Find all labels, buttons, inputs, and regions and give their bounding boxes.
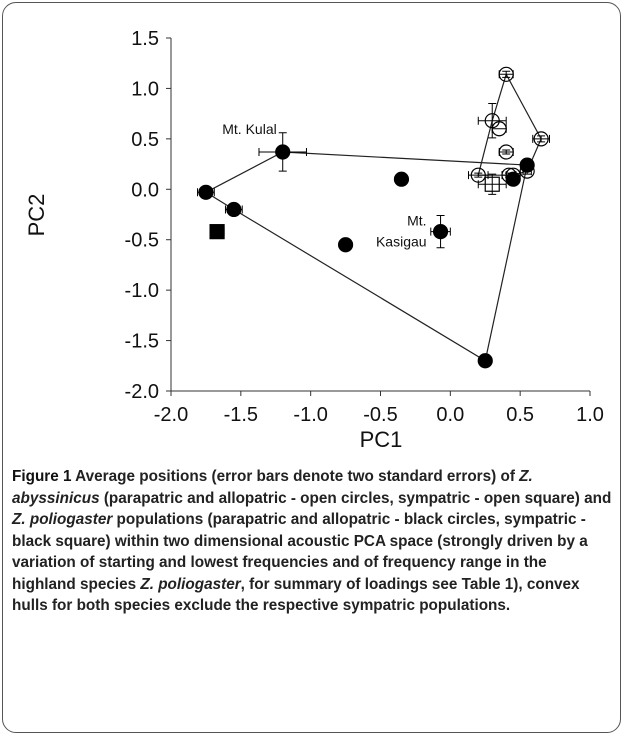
marker-circle — [498, 66, 514, 82]
figure-frame — [2, 2, 621, 733]
annotation: Kasigau — [376, 234, 427, 250]
caption-text: (parapatric and allopatric - open circle… — [99, 489, 612, 507]
caption-text: , for summary of loadings see Table 1), … — [12, 575, 580, 615]
y-tick-label: -0.5 — [125, 230, 159, 252]
y-axis-title: PC2 — [24, 194, 49, 237]
marker-circle — [491, 121, 507, 137]
y-tick-label: 0.0 — [131, 179, 159, 201]
y-tick-label: -2.0 — [125, 381, 159, 403]
marker-circle — [226, 201, 242, 218]
x-tick-label: 1.0 — [576, 404, 604, 426]
caption-text: Average positions (error bars denote two… — [71, 468, 520, 485]
x-tick-label: 0.5 — [506, 404, 534, 426]
marker-circle — [432, 224, 449, 240]
x-error-bar — [491, 124, 507, 133]
marker-circle — [505, 171, 521, 187]
y-tick-label: 1.5 — [131, 28, 159, 50]
chart: PC1 PC2 -2.0 -1.5 -1.0 -0.5 0.0 0.5 1.0 1.5 -2.0… — [24, 28, 604, 452]
annotation: Mt. — [407, 213, 426, 229]
caption-text: populations (parapatric and allopatric -… — [12, 511, 588, 593]
marker-circle — [393, 171, 410, 187]
marker-circle — [498, 144, 514, 160]
x-tick-label: -1.0 — [293, 404, 327, 426]
marker-circle — [198, 184, 214, 200]
marker-circle — [337, 237, 354, 253]
caption-text: Figure 1 — [12, 468, 72, 485]
x-axis-title: PC1 — [360, 427, 403, 452]
y-tick-label: 0.5 — [131, 129, 159, 151]
x-tick-label: -2.0 — [154, 404, 188, 426]
x-tick-label: -0.5 — [363, 404, 397, 426]
y-tick-label: -1.0 — [125, 280, 159, 302]
marker-square — [209, 224, 225, 240]
y-error-bar — [474, 172, 483, 178]
caption-text: Z. abyssinicus — [12, 468, 533, 507]
figure-caption: Figure 1 Average positions (error bars d… — [12, 466, 614, 617]
caption-text: Z. poliogaster — [140, 575, 241, 593]
y-error-bar — [537, 135, 546, 143]
y-tick-label: 1.0 — [131, 78, 159, 100]
x-tick-label: -1.5 — [224, 404, 258, 426]
caption-text: Z. poliogaster — [12, 511, 113, 528]
marker-circle — [519, 157, 535, 173]
y-error-bar — [502, 70, 511, 78]
x-tick-label: 0.0 — [436, 404, 464, 426]
marker-circle — [533, 131, 549, 147]
marker-square — [484, 176, 500, 192]
y-tick-label: -1.5 — [125, 331, 159, 353]
annotation: Mt. Kulal — [222, 121, 276, 137]
convex-hull — [204, 151, 528, 362]
marker-circle — [477, 353, 493, 369]
y-error-bar — [502, 149, 511, 155]
marker-circle — [275, 144, 291, 160]
